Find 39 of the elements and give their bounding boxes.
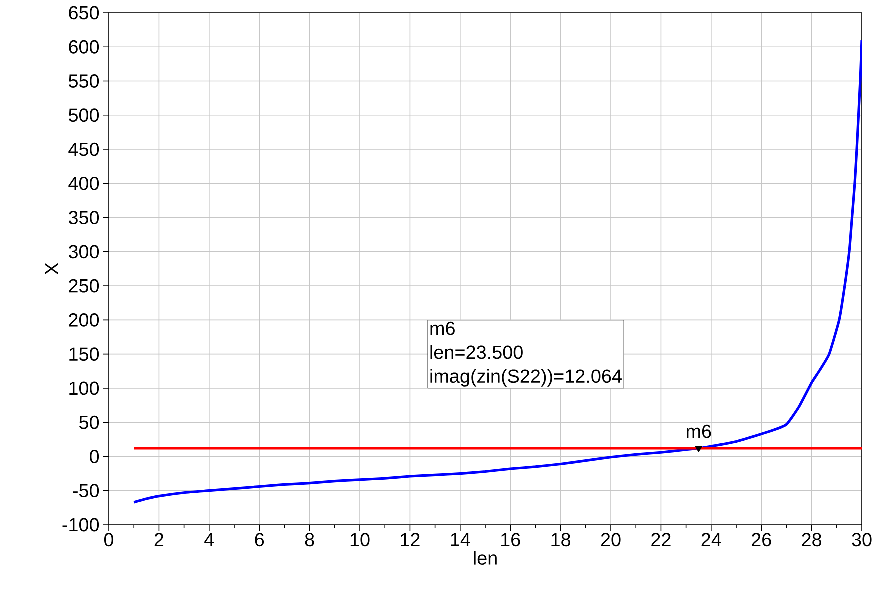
x-tick-label: 22 [652, 533, 671, 546]
y-tick-label: 300 [68, 245, 100, 259]
x-tick-label: 16 [502, 533, 520, 547]
y-axis-title: X [45, 263, 58, 275]
y-tick-label: -100 [62, 518, 100, 532]
annotation: len=23.500 [430, 345, 523, 360]
y-tick-label: 150 [70, 348, 100, 362]
x-tick-label: 6 [255, 533, 264, 547]
x-tick-label: 14 [451, 533, 470, 546]
y-tick-label: 0 [90, 450, 100, 464]
x-tick-label: 30 [852, 533, 872, 547]
line-series [132, 38, 862, 504]
y-tick-label: 400 [68, 176, 100, 190]
x-tick-label: 2 [154, 533, 164, 546]
y-tick-label: 500 [68, 108, 100, 122]
y-tick-label: 200 [69, 313, 100, 327]
y-tick-label: 100 [70, 382, 100, 396]
y-tick-label: 50 [80, 416, 100, 430]
annotation: m6 [430, 322, 455, 336]
x-tick-label: 20 [601, 533, 621, 547]
x-tick-label: 26 [752, 533, 772, 547]
x-tick-label: 8 [305, 533, 314, 547]
y-tick-label: 650 [69, 6, 100, 20]
annotation: imag(zin(S22))=12.064 [430, 369, 622, 387]
x-tick-label: 24 [702, 533, 722, 546]
y-tick-label: 250 [69, 279, 100, 293]
annotation: m6 [686, 424, 712, 438]
x-axis-title: len [474, 551, 497, 565]
y-tick-label: -50 [73, 484, 100, 498]
y-tick-label: 600 [69, 40, 100, 54]
y-tick-label: 350 [68, 211, 100, 224]
x-tick-label: 28 [802, 533, 822, 547]
x-tick-label: 0 [104, 533, 114, 547]
x-tick-label: 10 [350, 533, 370, 547]
x-tick-label: 18 [552, 533, 571, 547]
y-tick-label: 550 [68, 74, 100, 88]
y-tick-label: 450 [68, 142, 100, 156]
x-tick-label: 12 [401, 533, 420, 546]
x-tick-label: 4 [204, 533, 214, 546]
